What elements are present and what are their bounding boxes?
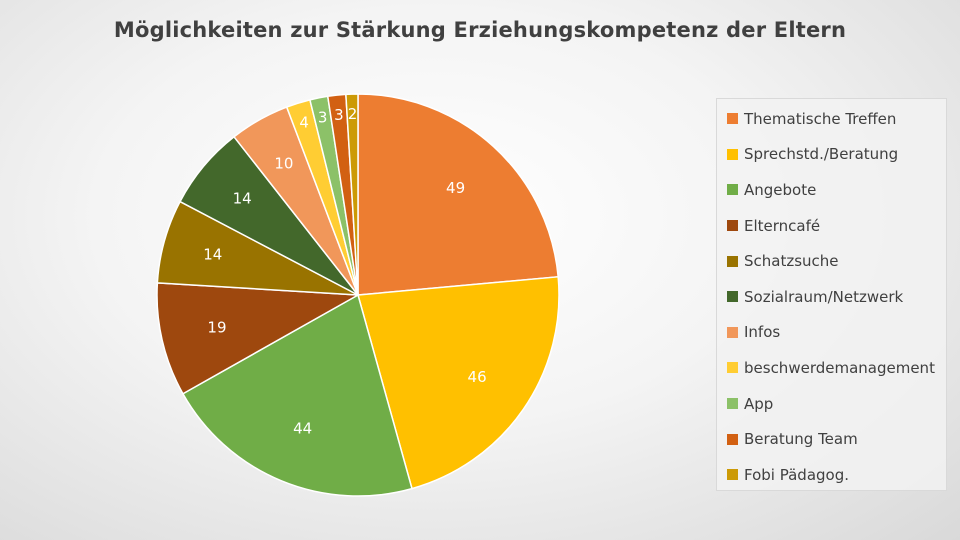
legend-label: Fobi Pädagog.: [744, 465, 849, 484]
data-label-sprechstd-beratung: 46: [468, 368, 487, 386]
pie-slice-sprechstd-beratung: [357, 275, 560, 490]
legend-label: Elterncafé: [744, 216, 821, 235]
legend-item-elterncaf: Elterncafé: [717, 208, 946, 244]
legend-swatch: [727, 362, 738, 374]
data-label-thematische-treffen: 49: [446, 179, 465, 197]
legend-item-infos: Infos: [717, 315, 946, 351]
legend-swatch: [727, 433, 738, 445]
legend-label: App: [744, 394, 774, 413]
legend-item-angebote: Angebote: [717, 172, 946, 208]
legend-swatch: [727, 220, 738, 232]
legend-item-thematische-treffen: Thematische Treffen: [717, 101, 946, 137]
legend-label: Thematische Treffen: [744, 109, 897, 128]
legend-label: Sprechstd./Beratung: [744, 145, 899, 164]
legend-swatch: [727, 398, 738, 410]
chart-legend: Thematische Treffen Sprechstd./Beratung An…: [716, 98, 947, 491]
legend-swatch: [727, 291, 738, 303]
legend-item-sprechstd-beratung: Sprechstd./Beratung: [717, 137, 946, 173]
legend-swatch: [727, 255, 738, 267]
legend-item-sozialraum-netzwerk: Sozialraum/Netzwerk: [717, 279, 946, 315]
legend-swatch: [727, 148, 738, 160]
legend-label: Beratung Team: [744, 430, 858, 449]
pie-slice-elterncaf: [156, 282, 361, 395]
legend-label: Infos: [744, 323, 781, 342]
data-label-beschwerdemanagement: 4: [299, 113, 309, 131]
legend-item-beschwerdemanagement: beschwerdemanagement: [717, 350, 946, 386]
pie-slice-fobi-p-dagog: [345, 93, 359, 296]
data-label-fobi-p-dagog: 2: [348, 105, 358, 123]
legend-swatch: [727, 326, 738, 338]
legend-label: Angebote: [744, 180, 817, 199]
data-label-elterncaf: 19: [207, 319, 226, 337]
legend-swatch: [727, 469, 738, 481]
legend-item-app: App: [717, 386, 946, 422]
legend-label: Sozialraum/Netzwerk: [744, 287, 904, 306]
chart-title: Möglichkeiten zur Stärkung Erziehungskom…: [113, 18, 847, 42]
pie-slice-angebote: [181, 293, 413, 497]
pie-slice-thematische-treffen: [357, 93, 559, 296]
legend-label: Schatzsuche: [744, 252, 839, 271]
data-label-sozialraum-netzwerk: 14: [233, 189, 252, 207]
legend-label: beschwerdemanagement: [744, 358, 935, 377]
data-label-beratung-team: 3: [334, 106, 344, 124]
data-label-schatzsuche: 14: [203, 246, 222, 264]
pie-slices: [156, 93, 560, 497]
legend-item-beratung-team: Beratung Team: [717, 421, 946, 457]
legend-swatch: [727, 113, 738, 125]
legend-swatch: [727, 184, 738, 196]
legend-item-fobi-p-dagog: Fobi Pädagog.: [717, 457, 946, 493]
data-label-infos: 10: [274, 155, 293, 173]
data-label-app: 3: [318, 109, 328, 127]
data-label-angebote: 44: [293, 420, 312, 438]
legend-item-schatzsuche: Schatzsuche: [717, 243, 946, 279]
